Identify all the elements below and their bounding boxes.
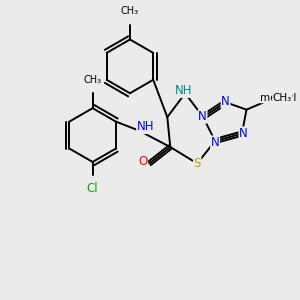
Text: O: O bbox=[138, 155, 147, 168]
Text: N: N bbox=[221, 95, 230, 108]
Text: N: N bbox=[198, 110, 207, 123]
Text: Cl: Cl bbox=[87, 182, 98, 195]
Text: NH: NH bbox=[137, 121, 154, 134]
Text: N: N bbox=[239, 127, 248, 140]
Text: CH₃: CH₃ bbox=[273, 93, 292, 103]
Text: CH₃: CH₃ bbox=[121, 6, 139, 16]
Text: N: N bbox=[211, 136, 220, 149]
Text: NH: NH bbox=[175, 84, 193, 98]
Text: CH₃: CH₃ bbox=[83, 75, 102, 85]
Text: methyl: methyl bbox=[260, 93, 296, 103]
Text: S: S bbox=[194, 157, 201, 170]
